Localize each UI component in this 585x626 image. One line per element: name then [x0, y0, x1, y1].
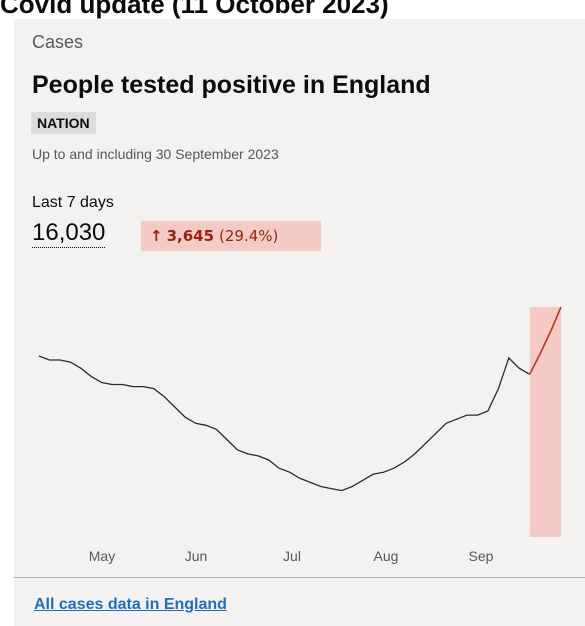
- x-tick-label: Sep: [469, 548, 494, 564]
- card-divider: [14, 577, 585, 578]
- all-cases-data-link[interactable]: All cases data in England: [34, 596, 227, 613]
- cases-chart: May Jun Jul Aug Sep: [38, 306, 562, 564]
- x-axis-labels: May Jun Jul Aug Sep: [89, 548, 494, 564]
- card-title: People tested positive in England: [32, 71, 431, 99]
- data-updated-text: Up to and including 30 September 2023: [32, 146, 279, 162]
- change-badge: ↑ 3,645 (29.4%): [141, 221, 321, 251]
- period-label: Last 7 days: [32, 194, 114, 211]
- change-percent: (29.4%): [219, 227, 279, 245]
- x-tick-label: May: [89, 548, 115, 564]
- x-tick-label: Jul: [283, 548, 301, 564]
- arrow-up-icon: ↑: [150, 227, 163, 245]
- area-type-tag: NATION: [31, 112, 96, 134]
- highlight-area: [529, 307, 561, 537]
- x-tick-label: Jun: [185, 548, 208, 564]
- cases-line: [38, 355, 531, 492]
- last-7-days-line: [528, 306, 562, 375]
- change-amount: 3,645: [166, 227, 215, 245]
- cases-card: Cases People tested positive in England …: [14, 19, 585, 626]
- section-label: Cases: [32, 32, 84, 52]
- x-tick-label: Aug: [374, 548, 399, 564]
- page-heading: Covid update (11 October 2023): [0, 0, 389, 19]
- metric-value[interactable]: 16,030: [32, 219, 106, 248]
